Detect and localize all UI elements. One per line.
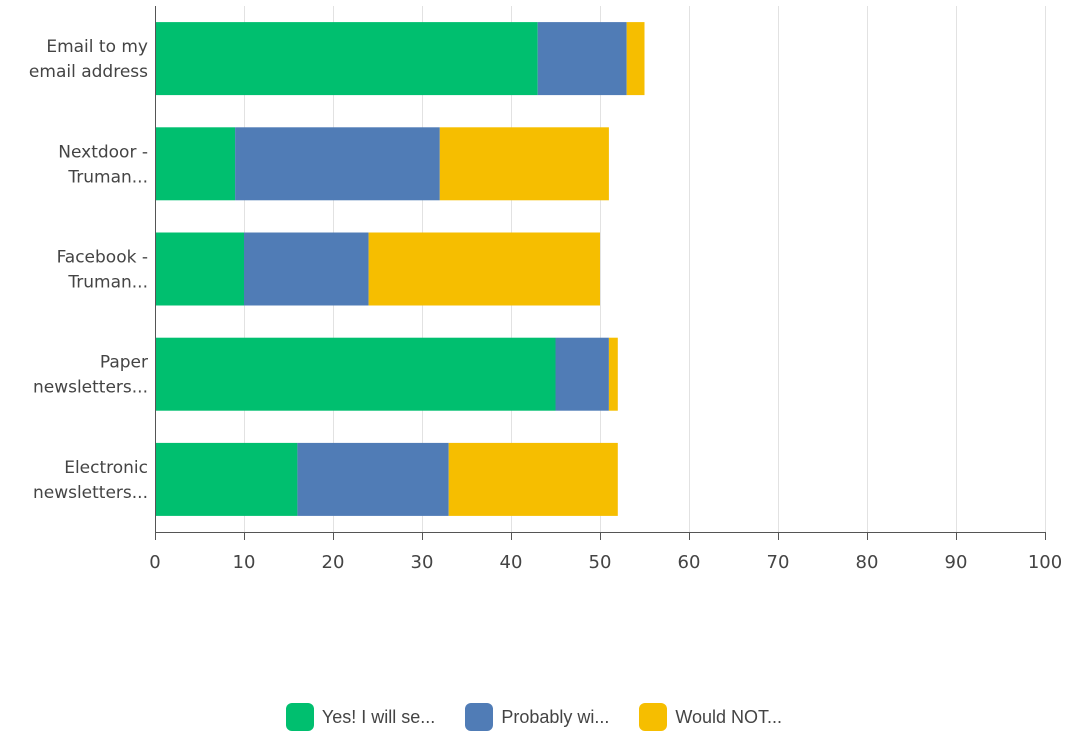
x-tick-label: 90 xyxy=(945,552,968,573)
category-label: Truman... xyxy=(67,273,148,293)
bar-segment[interactable] xyxy=(155,232,244,306)
x-tick-label: 80 xyxy=(856,552,879,573)
x-tick-label: 40 xyxy=(500,552,523,573)
legend: Yes! I will se... Probably wi... Would NOT… xyxy=(0,702,1068,732)
bar-segment[interactable] xyxy=(368,232,600,306)
x-tick-label: 0 xyxy=(149,552,160,573)
bar-segment[interactable] xyxy=(626,22,645,96)
bar-segment[interactable] xyxy=(235,127,440,201)
legend-item[interactable]: Probably wi... xyxy=(465,702,609,732)
bar-segment[interactable] xyxy=(244,232,369,306)
category-labels: Email to my email address Nextdoor - Truman… xyxy=(29,37,148,503)
legend-label: Would NOT... xyxy=(675,706,783,727)
category-label: Electronic xyxy=(64,458,148,478)
axes xyxy=(155,6,1046,540)
bar-segment[interactable] xyxy=(555,337,609,411)
category-label: Facebook - xyxy=(57,248,148,268)
bar-segment[interactable] xyxy=(439,127,609,201)
x-tick-label: 30 xyxy=(411,552,434,573)
legend-label: Yes! I will se... xyxy=(321,706,436,727)
x-tick-label: 10 xyxy=(233,552,256,573)
x-tick-labels: 0 10 20 30 40 50 60 70 80 90 100 xyxy=(149,552,1062,573)
bar-segment[interactable] xyxy=(155,337,556,411)
bar-segment[interactable] xyxy=(537,22,627,96)
legend-item[interactable]: Would NOT... xyxy=(639,702,782,732)
x-tick-label: 100 xyxy=(1028,552,1062,573)
category-label: Email to my xyxy=(46,37,148,57)
legend-label: Probably wi... xyxy=(501,706,610,727)
legend-swatch xyxy=(639,703,668,731)
bar-segment[interactable] xyxy=(448,442,618,516)
x-tick-label: 60 xyxy=(678,552,701,573)
bar-segment[interactable] xyxy=(608,337,618,411)
x-tick-label: 20 xyxy=(322,552,345,573)
category-label: email address xyxy=(29,62,148,82)
bar-segment[interactable] xyxy=(155,22,538,96)
x-tick-label: 50 xyxy=(589,552,612,573)
bar-segment[interactable] xyxy=(155,127,236,201)
category-label: Nextdoor - xyxy=(58,142,148,162)
bars xyxy=(155,22,645,516)
bar-segment[interactable] xyxy=(155,442,298,516)
legend-swatch xyxy=(465,703,494,731)
category-label: Paper xyxy=(100,353,148,373)
x-tick-label: 70 xyxy=(767,552,790,573)
category-label: newsletters... xyxy=(33,378,148,398)
legend-item[interactable]: Yes! I will se... xyxy=(285,702,436,732)
category-label: newsletters... xyxy=(33,483,148,503)
legend-swatch xyxy=(285,703,314,731)
category-label: Truman... xyxy=(67,167,148,187)
bar-segment[interactable] xyxy=(297,442,449,516)
